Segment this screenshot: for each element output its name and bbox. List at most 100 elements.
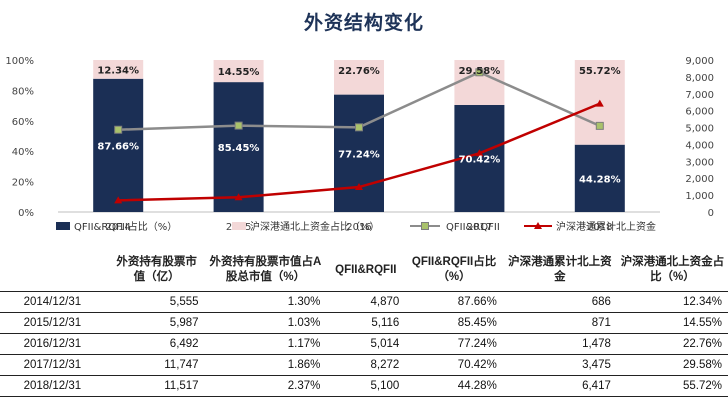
table-cell: 70.42% [405, 354, 503, 376]
bar-label-northbound-share: 22.76% [338, 66, 380, 77]
chart-title: 外资结构变化 [303, 12, 424, 34]
legend-label-qfii-share: QFII&RQFII占比（%） [74, 220, 177, 233]
table-header-cell: 沪深港通累计北上资金 [502, 249, 617, 292]
x-tick-label: 2018 [587, 222, 612, 233]
table-row: 2016/12/31 6,492 1.17% 5,014 77.24% 1,478 22.7… [0, 333, 728, 355]
y-right-tick-label: 2,000 [685, 174, 714, 185]
lines [114, 68, 604, 204]
table-header-cell: 外资持有股票市值占A股总市值（%） [204, 249, 327, 292]
y-right-tick-label: 1,000 [685, 191, 714, 202]
table-cell: 5,100 [326, 375, 406, 397]
bar-label-qfii-share: 70.42% [459, 154, 501, 165]
table-cell: 871 [502, 312, 617, 334]
legend-label-qfii-value: QFII&RQFII [446, 222, 500, 233]
table-header-cell: 外资持有股票市值（亿） [108, 249, 205, 292]
point-qfii-value [355, 123, 363, 132]
table-cell: 1.17% [204, 333, 327, 355]
table-cell: 55.72% [616, 375, 728, 397]
table-cell: 8,272 [326, 354, 406, 376]
legend-label-northbound-value: 沪深港通累计北上资金 [556, 220, 656, 233]
y-right-tick-label: 4,000 [685, 140, 714, 151]
data-labels: 87.66% 12.34% 85.45% 14.55% 77.24% 22.76% 70.4… [97, 65, 620, 185]
data-table: 外资持有股票市值（亿） 外资持有股票市值占A股总市值（%） QFII&RQFII QF… [0, 249, 728, 397]
table-header-cell [0, 249, 109, 292]
table-header-cell: 沪深港通北上资金占比（%） [616, 249, 728, 292]
y-left-tick-label: 100% [5, 56, 34, 67]
table-cell: 3,475 [502, 354, 617, 376]
point-northbound-value [475, 149, 484, 157]
table-cell: 6,492 [108, 333, 205, 355]
table-row: 2014/12/31 5,555 1.30% 4,870 87.66% 686 12.34% [0, 291, 728, 313]
table-cell: 14.55% [616, 312, 728, 334]
point-qfii-value [475, 68, 484, 77]
legend-swatch-northbound-share [232, 222, 246, 230]
legend: QFII&RQFII占比（%） 沪深港通北上资金占比（%） QFII&RQFII 沪深… [56, 220, 656, 233]
table-cell: 1,478 [502, 333, 617, 355]
table-cell: 5,014 [326, 333, 406, 355]
table-cell: 5,116 [326, 312, 406, 334]
point-northbound-value [114, 196, 123, 204]
bar-qfii-share [213, 82, 264, 212]
x-tick-label: 2014 [105, 222, 130, 233]
x-tick-label: 2016 [346, 222, 371, 233]
table-cell: 85.45% [405, 312, 503, 334]
bar-label-qfii-share: 44.28% [579, 174, 621, 185]
legend-marker-qfii-value [421, 222, 429, 230]
bar-label-qfii-share: 85.45% [218, 143, 260, 154]
bar-label-northbound-share: 14.55% [218, 67, 260, 78]
y-right-tick-label: 8,000 [685, 73, 714, 84]
bar-label-northbound-share: 29.58% [459, 66, 501, 77]
x-tick-label: 2017 [467, 222, 492, 233]
point-qfii-value [234, 121, 243, 130]
y-right-tick-label: 0 [708, 208, 714, 219]
table-cell: 44.28% [405, 375, 503, 397]
y-right-tick-label: 6,000 [685, 107, 714, 118]
y-left-tick-label: 0% [18, 208, 34, 219]
bar-label-qfii-share: 77.24% [338, 149, 380, 160]
y-right-tick-label: 7,000 [685, 90, 714, 101]
point-northbound-value [355, 183, 363, 191]
table-row: 2015/12/31 5,987 1.03% 5,116 85.45% 871 14.55% [0, 312, 728, 334]
table-date-cell: 2015/12/31 [0, 312, 109, 334]
bar-northbound-share [334, 60, 384, 95]
table-cell: 1.30% [204, 291, 327, 313]
table-cell: 1.03% [204, 312, 327, 334]
table-cell: 29.58% [616, 354, 728, 376]
table-cell: 87.66% [405, 291, 503, 313]
point-qfii-value [595, 121, 604, 130]
point-northbound-value [234, 193, 243, 201]
bar-qfii-share [574, 144, 625, 212]
table-date-cell: 2016/12/31 [0, 333, 109, 355]
table-cell: 1.86% [204, 354, 327, 376]
bar-label-northbound-share: 12.34% [97, 65, 139, 76]
table-header-cell: QFII&RQFII占比（%） [405, 249, 503, 292]
y-left-tick-label: 80% [12, 86, 34, 97]
y-right-tick-label: 9,000 [685, 56, 714, 67]
table-cell: 4,870 [326, 291, 406, 313]
table-header-cell: QFII&RQFII [326, 249, 406, 292]
table-cell: 2.37% [204, 375, 327, 397]
table-cell: 11,517 [108, 375, 205, 397]
combo-chart: 0% 20% 40% 60% 80% 100% 0 1,000 2,000 3,000 4,000 5… [5, 56, 714, 233]
table-cell: 686 [502, 291, 617, 313]
bar-northbound-share [213, 60, 264, 83]
table-cell: 5,987 [108, 312, 205, 334]
table-row: 2017/12/31 11,747 1.86% 8,272 70.42% 3,475 29.… [0, 354, 728, 376]
y-left-tick-label: 40% [12, 147, 34, 158]
y-left-tick-label: 60% [12, 117, 34, 128]
point-northbound-value [595, 99, 604, 107]
table-date-cell: 2018/12/31 [0, 375, 109, 397]
table-date-cell: 2014/12/31 [0, 291, 109, 313]
y-right-tick-label: 5,000 [685, 124, 714, 135]
table-body: 2014/12/31 5,555 1.30% 4,870 87.66% 686 12.34%… [0, 291, 728, 397]
table-cell: 5,555 [108, 291, 205, 313]
bar-label-northbound-share: 55.72% [579, 66, 621, 77]
legend-swatch-qfii-share [56, 222, 70, 230]
bars [93, 60, 625, 212]
legend-label-northbound-share: 沪深港通北上资金占比（%） [250, 220, 380, 233]
legend-marker-northbound-value [534, 222, 542, 229]
table-cell: 12.34% [616, 291, 728, 313]
bar-qfii-share [334, 94, 384, 212]
table-cell: 77.24% [405, 333, 503, 355]
table-header-row: 外资持有股票市值（亿） 外资持有股票市值占A股总市值（%） QFII&RQFII QF… [0, 249, 728, 292]
